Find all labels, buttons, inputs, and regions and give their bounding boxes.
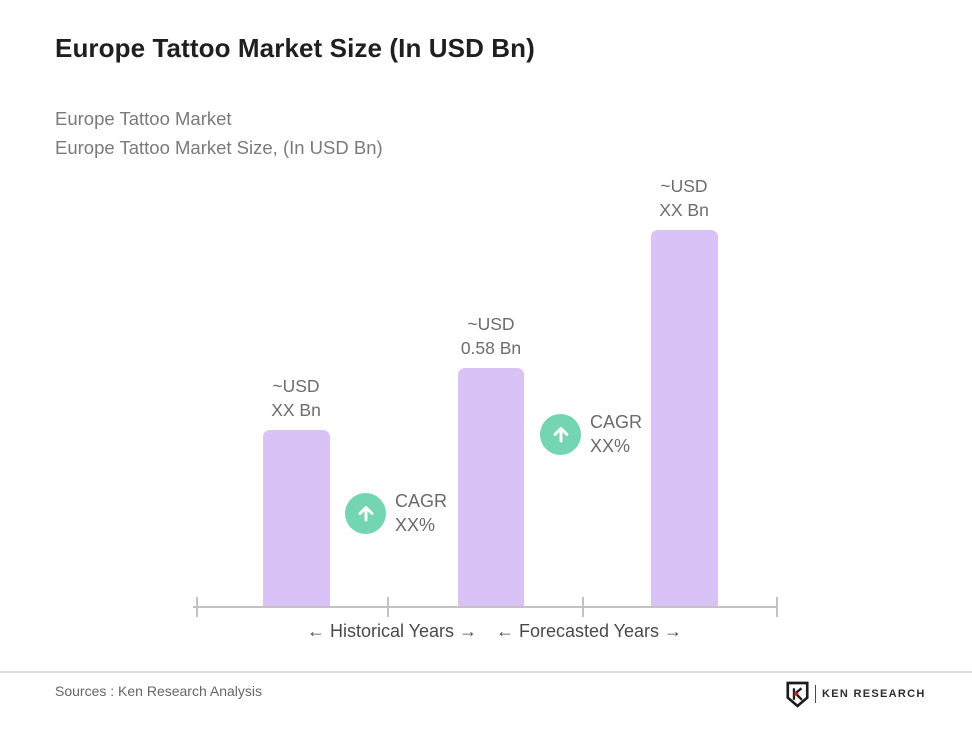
ken-research-logo: KEN RESEARCH bbox=[786, 679, 926, 709]
cagr-label: CAGR XX% bbox=[395, 489, 447, 537]
logo-text: KEN RESEARCH bbox=[822, 688, 926, 700]
bar-value-line-2: 0.58 Bn bbox=[460, 338, 522, 358]
axis-tick bbox=[776, 597, 778, 617]
bar-group-historical-2: ~USD 0.58 Bn bbox=[441, 312, 541, 607]
cagr-label-line-1: CAGR bbox=[590, 412, 643, 432]
bar-group-historical-1: ~USD XX Bn bbox=[246, 374, 346, 607]
x-axis-line bbox=[193, 606, 777, 608]
bar-value-label: ~USD XX Bn bbox=[659, 174, 709, 222]
cagr-label-line-2: XX% bbox=[590, 436, 631, 456]
cagr-annotation-1: CAGR XX% bbox=[345, 488, 447, 538]
subtitle-line-2: Europe Tattoo Market Size, (In USD Bn) bbox=[55, 137, 383, 158]
logo-divider bbox=[815, 685, 816, 703]
chart-subtitle: Europe Tattoo Market Europe Tattoo Marke… bbox=[55, 104, 383, 162]
bar-value-line-1: ~USD bbox=[272, 376, 320, 396]
up-arrow-icon bbox=[345, 492, 386, 534]
cagr-label-line-1: CAGR bbox=[395, 491, 448, 511]
bar-value-label: ~USD 0.58 Bn bbox=[461, 312, 521, 360]
bar-group-forecast: ~USD XX Bn bbox=[634, 174, 734, 607]
bar-value-line-1: ~USD bbox=[467, 314, 515, 334]
bar-value-line-2: XX Bn bbox=[659, 200, 709, 220]
footer-divider bbox=[0, 671, 972, 673]
cagr-label: CAGR XX% bbox=[590, 410, 642, 458]
bar bbox=[650, 230, 718, 607]
bar-value-line-2: XX Bn bbox=[271, 400, 321, 420]
axis-tick bbox=[582, 597, 584, 617]
bar bbox=[458, 368, 524, 607]
axis-tick bbox=[196, 597, 198, 617]
x-axis-label-forecasted: ← Forecasted Years → bbox=[495, 621, 683, 641]
source-note: Sources : Ken Research Analysis bbox=[55, 683, 262, 699]
ken-research-shield-icon bbox=[786, 681, 809, 708]
cagr-annotation-2: CAGR XX% bbox=[540, 409, 642, 459]
bar bbox=[262, 430, 330, 607]
axis-tick bbox=[387, 597, 389, 617]
page-title: Europe Tattoo Market Size (In USD Bn) bbox=[55, 33, 535, 63]
cagr-label-line-2: XX% bbox=[395, 515, 436, 535]
x-axis-label-historical: ← Historical Years → bbox=[306, 621, 478, 641]
bar-value-line-1: ~USD bbox=[660, 176, 708, 196]
bar-value-label: ~USD XX Bn bbox=[271, 374, 321, 422]
up-arrow-icon bbox=[540, 413, 581, 455]
subtitle-line-1: Europe Tattoo Market bbox=[55, 108, 232, 129]
